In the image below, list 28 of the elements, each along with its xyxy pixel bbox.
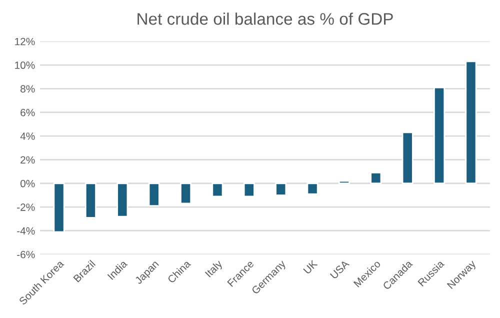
- bar: [434, 86, 446, 184]
- bar: [180, 182, 192, 204]
- y-tick-label: 10%: [15, 62, 35, 69]
- y-tick-label: 6%: [20, 108, 35, 116]
- bar: [212, 182, 224, 198]
- y-tick-label: -6%: [17, 250, 35, 258]
- chart-title: Net crude oil balance as % of GDP: [138, 12, 393, 25]
- x-tick-label: UK: [303, 260, 318, 274]
- bar: [306, 182, 318, 195]
- bar: [148, 182, 160, 207]
- bar: [370, 172, 382, 184]
- bar: [275, 182, 287, 196]
- y-tick-label: -2%: [17, 204, 35, 211]
- bar: [243, 182, 255, 198]
- x-tick-label: Italy: [204, 259, 224, 279]
- y-tick-label: 0%: [20, 180, 35, 188]
- bar: [402, 132, 414, 184]
- y-tick-label: 8%: [20, 85, 35, 93]
- bar: [84, 182, 96, 218]
- y-tick-label: -4%: [17, 227, 35, 235]
- bar: [53, 182, 65, 233]
- y-tick-label: 12%: [15, 38, 35, 46]
- y-tick-label: 2%: [20, 156, 35, 164]
- bar: [116, 182, 128, 218]
- y-tick-label: 4%: [20, 132, 35, 140]
- x-tick-label: USA: [330, 259, 350, 280]
- bar: [338, 180, 350, 184]
- bar: [465, 60, 477, 184]
